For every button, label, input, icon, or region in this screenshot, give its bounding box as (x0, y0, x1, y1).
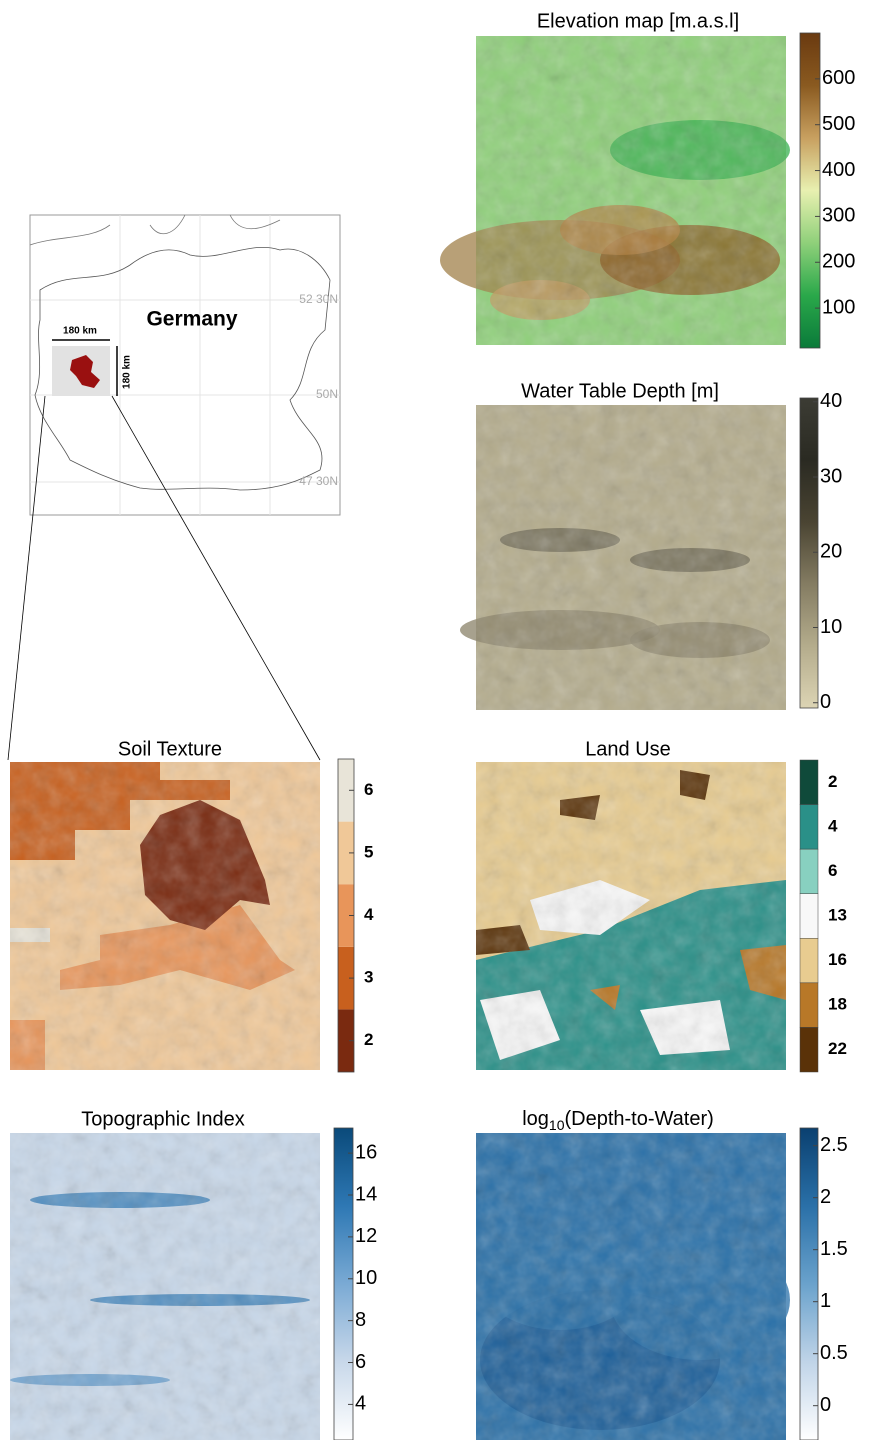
colorbar-tick-label: 14 (355, 1183, 377, 1205)
colorbar-tick-label: 6 (828, 861, 837, 880)
colorbar-tick-label: 22 (828, 1039, 847, 1058)
colorbar-tick-label: 2 (828, 772, 837, 791)
lat-label: 47 30N (299, 474, 338, 488)
map-texture (476, 1133, 786, 1440)
title-part: log (522, 1108, 549, 1130)
map-texture (476, 762, 786, 1070)
colorbar (800, 33, 820, 348)
colorbar-tick-label: 1 (820, 1290, 831, 1312)
colorbar-segment (338, 821, 354, 885)
colorbar-tick-label: 0.5 (820, 1342, 848, 1364)
panel-title: Soil Texture (118, 738, 222, 760)
map-panel: Soil Texture 2 3 4 5 6 (10, 738, 374, 1073)
colorbar-tick-label: 18 (828, 995, 847, 1014)
colorbar-tick-label: 2 (364, 1030, 373, 1049)
colorbar-swatch (799, 848, 819, 894)
colorbar-swatch (799, 759, 819, 805)
panel-title: Water Table Depth [m] (521, 380, 719, 402)
colorbar-tick-label: 12 (355, 1225, 377, 1247)
colorbar-tick-label: 400 (822, 159, 855, 181)
colorbar-tick-label: 2 (820, 1186, 831, 1208)
colorbar-segment (338, 1009, 354, 1072)
lat-label: 52 30N (299, 292, 338, 306)
colorbar-tick-label: 100 (822, 296, 855, 318)
colorbar-tick-label: 40 (820, 390, 842, 412)
map-texture (476, 36, 786, 345)
title-part: 10 (549, 1117, 565, 1133)
colorbar-tick-label: 0 (820, 691, 831, 713)
scale-width-label: 180 km (63, 326, 97, 337)
colorbar-tick-label: 13 (828, 905, 847, 924)
colorbar-tick-label: 4 (355, 1393, 366, 1415)
map-texture (476, 405, 786, 710)
colorbar-tick-label: 1.5 (820, 1238, 848, 1260)
scale-height-label: 180 km (122, 355, 133, 389)
colorbar-swatch (799, 1027, 819, 1073)
colorbar-tick-label: 20 (820, 541, 842, 563)
colorbar-tick-label: 500 (822, 113, 855, 135)
colorbar-tick-label: 300 (822, 205, 855, 227)
colorbar-tick-label: 10 (820, 616, 842, 638)
colorbar-tick-label: 0 (820, 1394, 831, 1416)
colorbar-swatch (799, 982, 819, 1028)
map-panel: log10(Depth-to-Water) 0 0.5 1 1.5 2 2.5 (476, 1108, 848, 1441)
colorbar-tick-label: 16 (828, 950, 847, 969)
colorbar-tick-label: 6 (364, 780, 373, 799)
colorbar-swatch (799, 893, 819, 939)
map-panel: Water Table Depth [m] 0 10 20 30 40 (460, 380, 842, 713)
colorbar-tick-label: 4 (364, 905, 374, 924)
colorbar-tick-label: 200 (822, 251, 855, 273)
title-part: (Depth-to-Water) (564, 1108, 713, 1130)
colorbar-segment (338, 759, 354, 822)
panel-title: Land Use (585, 738, 671, 760)
map-texture (10, 762, 320, 1070)
lat-label: 50N (316, 387, 338, 401)
colorbar-tick-label: 16 (355, 1141, 377, 1163)
colorbar-frame (799, 32, 821, 349)
panel-title: log10(Depth-to-Water) (522, 1108, 714, 1132)
colorbar-segment (338, 884, 354, 947)
colorbar-tick-label: 600 (822, 67, 855, 89)
colorbar (334, 1128, 353, 1440)
map-panel: Elevation map [m.a.s.l] 100 200 300 400 500 60… (440, 10, 855, 349)
panel-title: Topographic Index (81, 1108, 244, 1130)
colorbar-tick-label: 8 (355, 1309, 366, 1331)
colorbar-tick-label: 4 (828, 816, 838, 835)
colorbar (800, 398, 818, 708)
colorbar-tick-label: 3 (364, 968, 373, 987)
colorbar-tick-label: 30 (820, 465, 842, 487)
map-panel: Topographic Index 4 6 8 10 12 14 16 (10, 1108, 377, 1441)
map-panel: Land Use 2 4 6 13 16 18 22 (476, 738, 847, 1073)
colorbar-tick-label: 5 (364, 842, 373, 861)
panel-title: Elevation map [m.a.s.l] (537, 10, 739, 32)
colorbar-tick-label: 2.5 (820, 1134, 848, 1156)
colorbar-swatch (799, 804, 819, 850)
country-label: Germany (146, 308, 237, 331)
colorbar-tick-label: 6 (355, 1351, 366, 1373)
colorbar-tick-label: 10 (355, 1267, 377, 1289)
locator-map: 180 km 180 km Germany 52 30N 50N 47 30N (7, 214, 341, 761)
colorbar-swatch (799, 938, 819, 984)
colorbar (800, 1128, 818, 1440)
colorbar-frame (799, 397, 819, 709)
map-texture (10, 1133, 320, 1440)
colorbar-segment (338, 946, 354, 1010)
